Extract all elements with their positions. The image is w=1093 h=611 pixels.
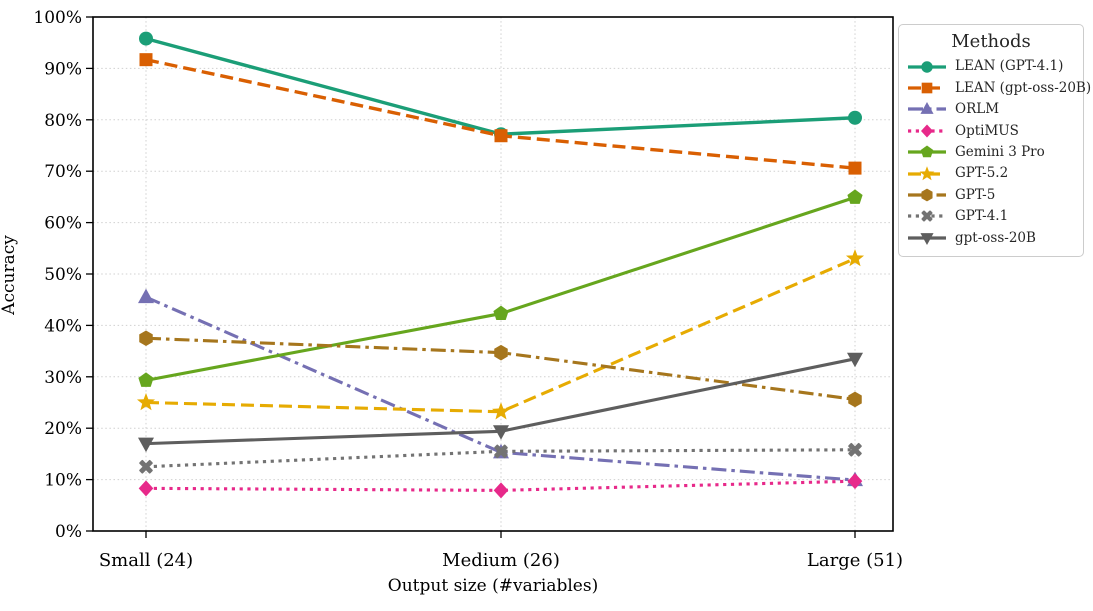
y-axis-title: Accuracy bbox=[0, 235, 19, 315]
legend-item-label: LEAN (GPT-4.1) bbox=[955, 58, 1064, 75]
series-lean-gpt-oss-20b- bbox=[139, 53, 862, 175]
legend-item: GPT-5 bbox=[907, 184, 1075, 205]
series-gpt-5.2 bbox=[136, 249, 865, 420]
series-gemini-3-pro bbox=[138, 189, 863, 387]
y-tick-label: 40% bbox=[44, 316, 82, 336]
legend-line-marker-sample bbox=[908, 82, 946, 94]
legend-line-marker-sample bbox=[908, 60, 946, 73]
legend-item: OptiMUS bbox=[907, 120, 1075, 141]
y-tick-label: 100% bbox=[33, 8, 82, 28]
legend-line-marker-sample bbox=[908, 165, 946, 180]
legend-item: GPT-5.2 bbox=[907, 163, 1075, 184]
legend-box: Methods LEAN (GPT-4.1) LEAN (gpt-oss-20B… bbox=[898, 24, 1091, 257]
legend-item: gpt-oss-20B bbox=[907, 227, 1075, 248]
legend-line-marker-sample bbox=[908, 188, 946, 202]
legend-item-label: Gemini 3 Pro bbox=[955, 144, 1045, 160]
legend-item: ORLM bbox=[907, 99, 1075, 120]
legend-line-marker-sample bbox=[908, 145, 946, 158]
legend-item: LEAN (GPT-4.1) bbox=[907, 56, 1075, 77]
legend-item-label: GPT-5.2 bbox=[955, 165, 1009, 182]
y-tick-label: 10% bbox=[44, 471, 82, 491]
legend-item-label: OptiMUS bbox=[955, 122, 1019, 139]
y-tick-label: 90% bbox=[44, 59, 82, 79]
y-tick-label: 70% bbox=[44, 162, 82, 182]
legend-item: GPT-4.1 bbox=[907, 206, 1075, 227]
x-tick-label: Large (51) bbox=[807, 550, 903, 571]
legend-item-label: LEAN (gpt-oss-20B) bbox=[955, 79, 1092, 96]
legend-line-marker-sample bbox=[908, 124, 946, 138]
legend-line-marker-sample bbox=[908, 102, 946, 115]
legend-items: LEAN (GPT-4.1) LEAN (gpt-oss-20B) ORLM O… bbox=[907, 56, 1091, 249]
legend-item: Gemini 3 Pro bbox=[907, 142, 1075, 163]
series-gpt-4.1 bbox=[139, 442, 862, 474]
x-axis-title: Output size (#variables) bbox=[387, 576, 599, 596]
series-gpt-oss-20b bbox=[138, 352, 863, 453]
y-tick-label: 0% bbox=[55, 522, 82, 542]
legend-item: LEAN (gpt-oss-20B) bbox=[907, 77, 1091, 98]
x-tick-label: Medium (26) bbox=[442, 550, 560, 571]
y-tick-label: 50% bbox=[44, 265, 82, 285]
legend-item-label: ORLM bbox=[955, 101, 1000, 118]
legend-item-label: GPT-4.1 bbox=[955, 208, 1009, 225]
legend-line-marker-sample bbox=[908, 210, 946, 222]
y-tick-label: 80% bbox=[44, 111, 82, 131]
legend-item-label: gpt-oss-20B bbox=[955, 229, 1036, 246]
y-tick-label: 60% bbox=[44, 214, 82, 234]
y-tick-label: 20% bbox=[44, 419, 82, 439]
x-tick-label: Small (24) bbox=[99, 550, 193, 571]
y-tick-label: 30% bbox=[44, 368, 82, 388]
legend-item-label: GPT-5 bbox=[955, 186, 996, 203]
series-optimus bbox=[138, 473, 863, 499]
legend-line-marker-sample bbox=[908, 232, 946, 245]
legend-title: Methods bbox=[951, 31, 1031, 52]
